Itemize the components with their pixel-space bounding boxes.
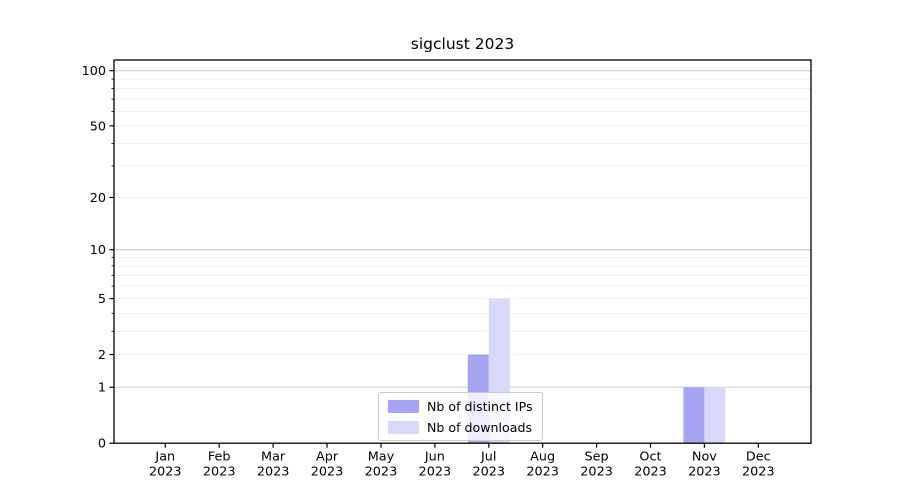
x-tick-label-month-oct: Oct [639,450,661,465]
chart-title: sigclust 2023 [410,35,515,53]
y-tick-label-10: 10 [90,243,106,258]
x-tick-label-year-mar: 2023 [257,465,290,480]
x-tick-label-year-dec: 2023 [742,465,775,480]
x-tick-label-month-apr: Apr [316,450,339,465]
x-tick-label-month-jun: Jun [424,450,445,465]
legend-item-distinct-ips: Nb of distinct IPs [388,397,533,415]
x-tick-label-month-nov: Nov [692,450,717,465]
x-tick-label-month-aug: Aug [530,450,555,465]
legend-label-distinct-ips: Nb of distinct IPs [427,398,533,414]
plot-border [113,59,812,444]
legend-swatch-downloads [388,420,419,434]
x-tick-label-year-aug: 2023 [526,465,559,480]
legend-label-downloads: Nb of downloads [427,419,533,435]
y-tick-label-50: 50 [90,119,106,134]
x-tick-label-year-nov: 2023 [688,465,721,480]
x-tick-label-year-may: 2023 [365,465,398,480]
bar-downloads-nov [704,387,726,444]
x-tick-label-month-sep: Sep [585,450,609,465]
x-tick-label-year-oct: 2023 [634,465,667,480]
x-tick-label-month-may: May [368,450,395,465]
x-tick-label-year-jan: 2023 [149,465,182,480]
y-tick-label-1: 1 [98,381,106,396]
x-tick-label-year-apr: 2023 [311,465,344,480]
y-tick-label-20: 20 [90,191,106,206]
y-tick-label-0: 0 [98,437,106,452]
x-tick-label-month-dec: Dec [746,450,771,465]
bar-distinct-ips-nov [683,387,705,444]
x-tick-label-month-feb: Feb [208,450,231,465]
legend: Nb of distinct IPs Nb of downloads [378,392,543,441]
y-tick-label-5: 5 [98,292,106,307]
x-tick-label-year-sep: 2023 [580,465,613,480]
x-tick-label-month-jan: Jan [154,450,175,465]
x-tick-label-month-jul: Jul [480,450,496,465]
legend-item-downloads: Nb of downloads [388,418,533,436]
x-tick-label-year-jun: 2023 [419,465,452,480]
x-tick-label-month-mar: Mar [261,450,286,465]
y-tick-label-2: 2 [98,348,106,363]
legend-swatch-distinct-ips [388,399,419,413]
x-tick-label-year-jul: 2023 [472,465,505,480]
y-tick-label-100: 100 [82,64,106,79]
x-tick-label-year-feb: 2023 [203,465,236,480]
